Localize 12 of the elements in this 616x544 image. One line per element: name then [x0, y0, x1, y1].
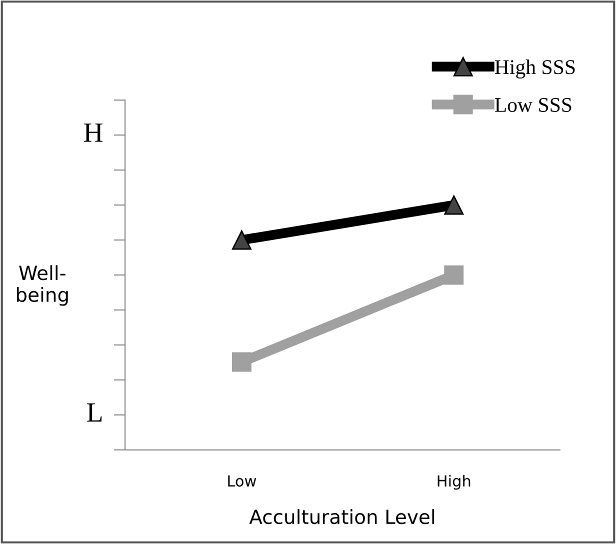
legend-label: Low SSS	[494, 98, 572, 112]
y-axis-title: Well- being	[16, 265, 68, 306]
point	[444, 195, 464, 215]
x-axis-title: Acculturation Level	[249, 509, 434, 524]
legend-label: High SSS	[494, 60, 575, 78]
x-tick-label: Low	[228, 475, 256, 487]
x-tick-label: High	[438, 474, 470, 490]
text: H	[84, 124, 102, 142]
text: L	[87, 403, 102, 422]
point	[232, 230, 252, 250]
point	[232, 352, 252, 372]
point	[444, 265, 464, 285]
